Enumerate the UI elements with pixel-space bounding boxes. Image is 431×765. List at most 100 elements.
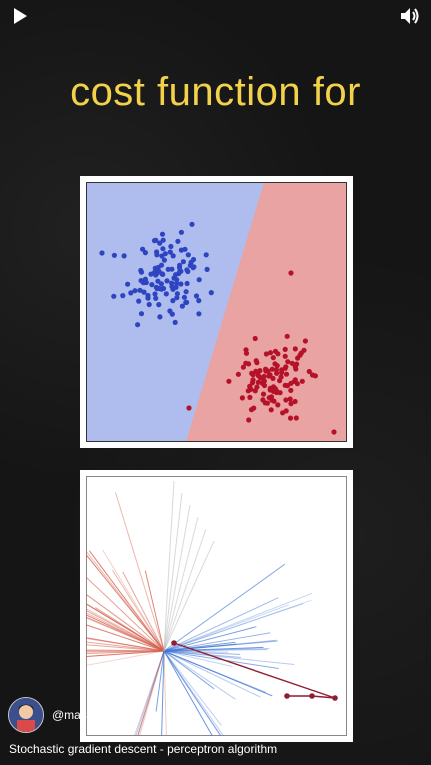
- trajectory-line: [163, 650, 233, 667]
- player-top-bar: [0, 0, 431, 30]
- trajectory-line: [86, 593, 165, 652]
- blue-data-point: [146, 301, 152, 308]
- blue-data-point: [178, 229, 184, 235]
- blue-data-point: [196, 277, 202, 283]
- trajectory-line: [163, 650, 225, 736]
- trajectory-line: [163, 504, 191, 652]
- red-data-point: [277, 378, 283, 384]
- blue-data-point: [151, 238, 158, 244]
- red-data-point: [246, 361, 252, 367]
- trajectory-line: [133, 650, 165, 736]
- trajectory-line: [86, 637, 165, 652]
- red-data-point: [279, 369, 285, 376]
- trajectory-line: [163, 626, 257, 652]
- blue-data-point: [191, 264, 197, 270]
- blue-data-point: [152, 291, 158, 297]
- red-data-point: [257, 368, 263, 374]
- trajectory-line: [163, 650, 222, 736]
- trajectory-line: [86, 649, 165, 652]
- red-data-point: [260, 397, 266, 403]
- blue-data-point: [178, 247, 184, 253]
- red-data-point: [274, 370, 280, 376]
- trajectory-line: [102, 549, 165, 652]
- red-data-point: [302, 338, 308, 344]
- trajectory-line: [163, 650, 213, 736]
- red-data-point: [284, 383, 291, 389]
- gradient-path: [173, 642, 336, 699]
- blue-data-point: [183, 299, 189, 305]
- red-data-point: [240, 364, 246, 370]
- red-data-point: [270, 384, 277, 390]
- blue-data-point: [111, 293, 117, 299]
- red-data-point: [289, 360, 295, 366]
- blue-data-point: [111, 252, 117, 258]
- red-data-point: [186, 405, 192, 411]
- play-icon[interactable]: [10, 6, 30, 26]
- blue-data-point: [161, 257, 167, 263]
- trajectory-line: [163, 592, 313, 652]
- blue-data-point: [121, 253, 127, 259]
- trajectory-line: [163, 632, 271, 652]
- blue-data-point: [138, 269, 145, 275]
- blue-data-point: [137, 287, 143, 293]
- red-data-point: [312, 373, 318, 379]
- red-data-point: [272, 348, 279, 354]
- red-data-point: [260, 379, 267, 385]
- channel-handle[interactable]: @mashaan14: [52, 708, 127, 722]
- blue-data-point: [135, 322, 141, 328]
- red-data-point: [294, 381, 300, 387]
- blue-data-point: [208, 290, 214, 296]
- red-data-point: [288, 270, 294, 276]
- trajectory-line: [86, 553, 165, 652]
- blue-data-point: [149, 282, 155, 288]
- trajectory-line: [136, 650, 165, 736]
- red-data-point: [247, 394, 253, 400]
- blue-data-point: [158, 286, 165, 292]
- blue-data-point: [158, 281, 164, 287]
- blue-data-point: [168, 243, 174, 250]
- red-data-point: [255, 379, 261, 385]
- trajectory-line: [86, 641, 165, 652]
- trajectory-line: [163, 640, 278, 652]
- video-caption: Stochastic gradient descent - perceptron…: [9, 742, 278, 756]
- trajectory-line: [86, 650, 165, 666]
- red-data-point: [250, 377, 256, 383]
- blue-data-point: [138, 278, 144, 284]
- red-data-point: [247, 383, 253, 389]
- red-data-point: [246, 417, 252, 423]
- red-data-point: [249, 370, 255, 376]
- trajectory-line: [163, 603, 304, 652]
- blue-data-point: [160, 271, 166, 277]
- channel-info: @mashaan14: [8, 697, 127, 733]
- trajectory-line: [163, 650, 236, 700]
- red-data-point: [252, 335, 258, 342]
- red-data-point: [282, 353, 288, 359]
- blue-data-point: [170, 253, 176, 259]
- red-data-point: [293, 366, 299, 372]
- red-data-point: [251, 405, 257, 411]
- blue-data-point: [159, 231, 166, 237]
- red-data-point: [287, 415, 294, 421]
- blue-data-point: [138, 311, 145, 317]
- red-data-point: [292, 398, 298, 405]
- trajectory-line: [163, 597, 279, 652]
- red-data-point: [270, 375, 276, 381]
- trajectory-line: [163, 650, 295, 665]
- blue-data-point: [158, 262, 165, 268]
- blue-data-point: [142, 276, 148, 282]
- trajectory-line: [86, 650, 165, 654]
- red-data-point: [283, 408, 289, 414]
- blue-data-point: [128, 290, 134, 296]
- channel-avatar[interactable]: [8, 697, 44, 733]
- red-data-point: [288, 387, 294, 393]
- trajectory-line: [163, 480, 175, 652]
- blue-data-point: [178, 281, 184, 287]
- volume-icon[interactable]: [399, 5, 421, 27]
- red-data-point: [263, 351, 269, 357]
- blue-data-point: [179, 303, 185, 309]
- blue-data-point: [174, 291, 180, 297]
- red-data-point: [295, 355, 301, 361]
- trajectory-line: [86, 603, 165, 652]
- trajectory-line: [155, 650, 165, 712]
- red-data-point: [260, 391, 267, 397]
